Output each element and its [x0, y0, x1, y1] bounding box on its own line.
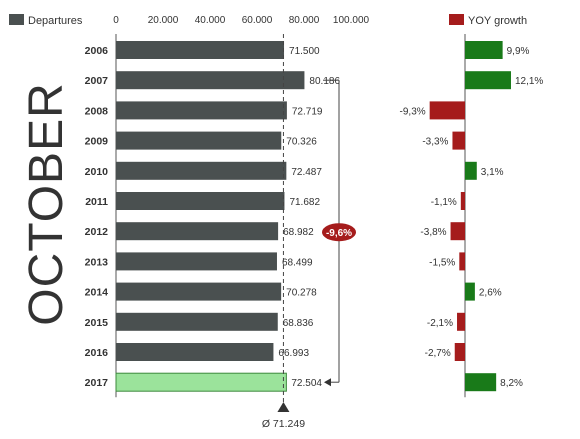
yoy-bar-negative: [460, 192, 465, 210]
vertical-title: OCTOBER: [20, 82, 73, 325]
departures-value-label: 72.487: [291, 167, 322, 178]
average-label: Ø 71.249: [262, 418, 305, 430]
departures-bar: [116, 161, 287, 180]
departures-value-label: 71.682: [289, 197, 320, 208]
departures-bar: [116, 71, 305, 90]
departures-value-label: 80.186: [309, 76, 340, 87]
bracket-arrow: [324, 378, 331, 387]
departures-value-label: 68.836: [283, 318, 314, 329]
yoy-bar-negative: [429, 101, 465, 120]
yoy-bar-positive: [465, 282, 475, 301]
annotation-label: -9,6%: [326, 228, 352, 239]
yoy-bar-positive: [465, 41, 503, 59]
x-tick-label: 80.000: [289, 15, 320, 26]
departures-value-label: 68.982: [283, 227, 314, 238]
departures-bar: [116, 252, 277, 271]
yoy-value-label: 2,6%: [479, 288, 502, 299]
departures-value-label: 68.499: [282, 257, 313, 268]
departures-bar: [116, 282, 282, 301]
annotation-badge: [322, 223, 356, 242]
year-label: 2007: [85, 75, 109, 87]
yoy-value-label: -2,1%: [427, 318, 453, 329]
yoy-value-label: 9,9%: [507, 46, 530, 57]
yoy-bar-negative: [452, 131, 465, 150]
yoy-legend-swatch: [449, 14, 464, 25]
year-label: 2015: [85, 317, 109, 329]
year-label: 2014: [85, 287, 109, 299]
year-label: 2011: [85, 196, 108, 208]
yoy-bars: 9,9% 12,1% -9,3% -3,3% 3,1% -1,1% -3,8% -1,5% 2,…: [400, 34, 543, 398]
year-label: 2016: [85, 347, 109, 359]
year-label: 2017: [85, 377, 109, 389]
yoy-value-label: 12,1%: [515, 76, 543, 87]
year-label: 2006: [85, 45, 109, 57]
departures-bar: [116, 343, 274, 361]
yoy-value-label: -1,5%: [429, 257, 455, 268]
average-marker: [277, 402, 290, 412]
yoy-value-label: 8,2%: [500, 378, 523, 389]
departures-bar: [116, 101, 287, 120]
departures-legend-label: Departures: [28, 15, 83, 27]
year-label: 2008: [85, 105, 109, 117]
departures-value-label: 71.500: [289, 46, 320, 57]
yoy-bar-negative: [459, 252, 465, 271]
yoy-bar-negative: [457, 312, 465, 331]
yoy-value-label: -2,7%: [425, 348, 451, 359]
yoy-value-label: -3,8%: [420, 227, 446, 238]
departures-legend-swatch: [9, 14, 24, 25]
yoy-value-label: -3,3%: [422, 137, 448, 148]
chart-overlay: Ø 71.249 -9,6%: [262, 34, 356, 430]
departures-bar: [116, 222, 279, 241]
yoy-bar-positive: [465, 373, 497, 392]
x-tick-label: 40.000: [195, 15, 226, 26]
yoy-legend-label: YOY growth: [468, 15, 527, 27]
yoy-value-label: 3,1%: [481, 167, 504, 178]
year-label: 2009: [85, 136, 109, 148]
year-label: 2010: [85, 166, 109, 178]
yoy-value-label: -1,1%: [431, 197, 457, 208]
departures-value-label: 70.326: [286, 137, 317, 148]
departures-value-label: 70.278: [286, 288, 317, 299]
departures-value-label: 66.993: [278, 348, 309, 359]
yoy-bar-negative: [454, 343, 465, 361]
departures-bar: [116, 131, 282, 150]
departures-value-label: 72.504: [291, 378, 322, 389]
year-label: 2013: [85, 256, 109, 268]
departures-bar: [116, 192, 285, 210]
departures-bar: [116, 312, 278, 331]
x-tick-label: 0: [113, 15, 119, 26]
x-tick-label: 60.000: [242, 15, 273, 26]
x-tick-label: 100.000: [333, 15, 370, 26]
year-label: 2012: [85, 226, 109, 238]
yoy-bar-positive: [465, 161, 477, 180]
departures-bar: [116, 41, 285, 59]
x-axis-ticks: 0 20.000 40.000 60.000 80.000 100.000: [113, 15, 370, 398]
x-tick-label: 20.000: [148, 15, 179, 26]
departures-bars: 2006 71.500 2007 80.186 2008 72.719 2009 70.326…: [85, 41, 340, 392]
departures-bar-highlight: [115, 372, 287, 392]
yoy-bar-positive: [465, 71, 511, 90]
departures-value-label: 72.719: [292, 106, 323, 117]
yoy-bar-negative: [450, 222, 465, 241]
yoy-value-label: -9,3%: [400, 106, 426, 117]
